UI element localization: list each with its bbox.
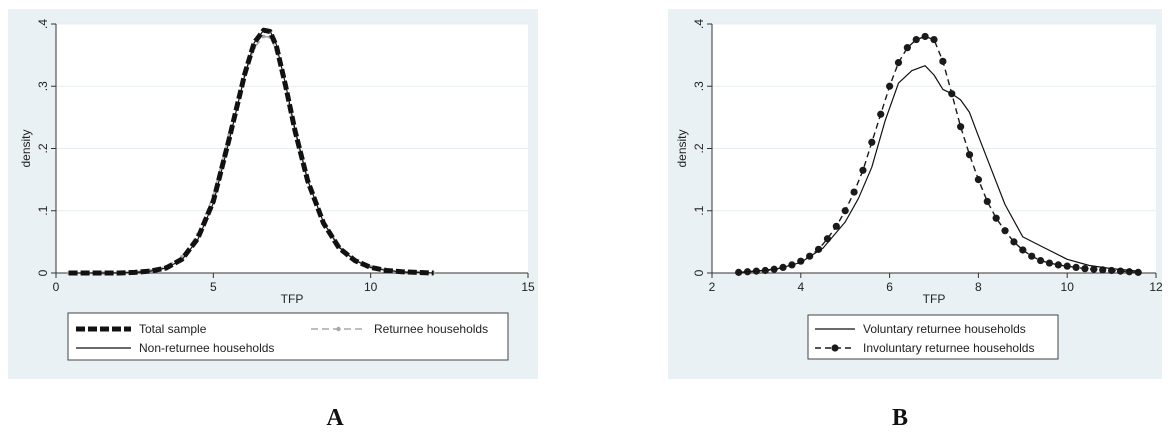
y-tick-label: .1 <box>36 205 50 215</box>
legend-label-0: Voluntary returnee households <box>863 322 1026 336</box>
y-tick-label: 0 <box>692 269 706 276</box>
series-point-1 <box>974 176 982 184</box>
y-tick-label: 0 <box>36 269 50 276</box>
x-tick-label: 6 <box>886 280 893 294</box>
series-point-1 <box>894 58 903 67</box>
legend-marker-2 <box>336 326 341 332</box>
series-point-1 <box>814 245 823 253</box>
series-line-0 <box>738 65 1139 273</box>
x-axis-label: TFP <box>281 292 304 306</box>
series-point-1 <box>877 110 885 118</box>
series-point-1 <box>841 207 849 215</box>
series-point-1 <box>912 35 920 44</box>
legend-label-2: Returnee households <box>374 322 488 336</box>
x-tick-label: 2 <box>709 280 716 294</box>
legend-marker-1 <box>831 344 839 352</box>
legend-label-0: Total sample <box>139 322 207 336</box>
series-point-1 <box>1036 256 1045 265</box>
series-point-1 <box>930 35 938 44</box>
series-point-1 <box>823 235 832 243</box>
y-tick-label: .4 <box>36 19 50 29</box>
series-point-1 <box>1125 268 1133 276</box>
series-point-1 <box>886 82 894 90</box>
x-tick-label: 8 <box>975 280 982 294</box>
x-tick-label: 15 <box>521 280 535 294</box>
panel-label-b: B <box>891 405 908 431</box>
series-point-1 <box>1072 263 1080 271</box>
series-point-1 <box>1045 259 1054 267</box>
series-point-1 <box>903 44 911 52</box>
x-tick-label: 0 <box>53 280 60 294</box>
series-point-1 <box>992 214 1000 222</box>
series-point-1 <box>965 151 974 159</box>
x-tick-label: 12 <box>1149 280 1163 294</box>
series-point-1 <box>1063 262 1071 270</box>
y-tick-label: .4 <box>692 19 706 29</box>
series-point-1 <box>1019 246 1027 254</box>
series-point-1 <box>1090 265 1098 273</box>
chart-panel-a: 0 .1 .2 .3 .4 0 5 10 15 TFP density Total sample Ret… <box>8 9 538 379</box>
legend-label-1: Non-returnee households <box>139 341 274 355</box>
chart-b-svg: 0 .1 .2 .3 .4 2 4 6 8 10 12 TFP density Voluntary ret… <box>675 19 1163 360</box>
y-tick-label: .3 <box>692 81 706 91</box>
series-point-1 <box>859 166 867 174</box>
series-point-1 <box>850 188 858 196</box>
series-point-1 <box>1081 265 1089 273</box>
series-point-1 <box>1001 227 1009 235</box>
series-line-0 <box>68 27 434 276</box>
x-tick-label: 5 <box>210 280 217 294</box>
x-tick-label: 10 <box>364 280 378 294</box>
chart-panel-b: 0 .1 .2 .3 .4 2 4 6 8 10 12 TFP density Voluntary ret… <box>668 9 1163 379</box>
series-point-1 <box>832 222 840 230</box>
chart-a-svg: 0 .1 .2 .3 .4 0 5 10 15 TFP density Total sample Ret… <box>19 19 535 361</box>
series-point-1 <box>868 138 876 146</box>
series-point-2 <box>261 34 266 39</box>
series-line-1 <box>738 35 1139 274</box>
x-tick-label: 4 <box>797 280 804 294</box>
y-axis-label: density <box>675 129 689 167</box>
series-point-1 <box>1134 268 1142 276</box>
series-point-1 <box>983 197 991 206</box>
y-tick-label: .2 <box>36 143 50 153</box>
y-tick-label: .3 <box>36 81 50 91</box>
x-tick-label: 10 <box>1061 280 1075 294</box>
series-point-1 <box>1010 238 1018 246</box>
x-axis-label: TFP <box>923 292 946 306</box>
legend-box <box>67 312 509 361</box>
series-point-1 <box>939 57 947 65</box>
y-tick-label: .1 <box>692 205 706 215</box>
legend-box <box>807 314 1059 360</box>
panel-label-a: A <box>326 405 344 431</box>
series-point-1 <box>1028 252 1036 260</box>
series-point-1 <box>921 32 929 41</box>
series-point-1 <box>1054 261 1062 269</box>
legend-label-1: Involuntary returnee households <box>863 341 1034 355</box>
series-point-1 <box>957 123 965 131</box>
y-axis-label: density <box>19 129 33 167</box>
y-tick-label: .2 <box>692 143 706 153</box>
